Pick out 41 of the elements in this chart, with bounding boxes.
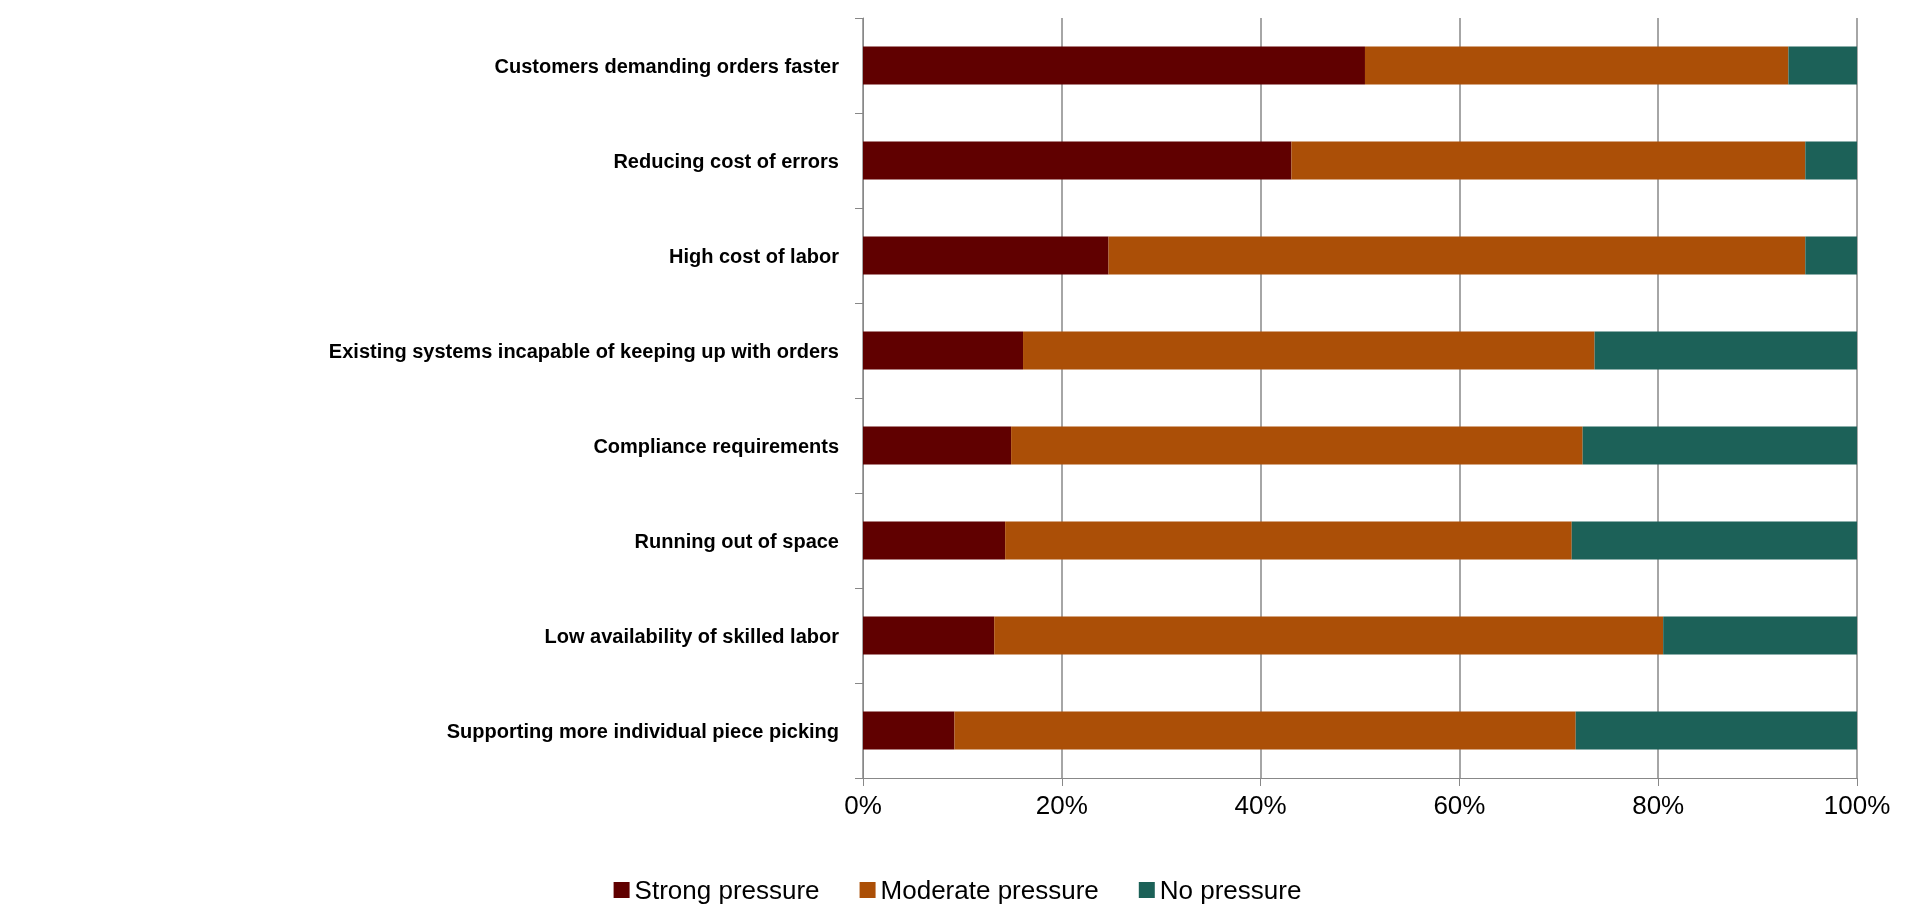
bar xyxy=(863,426,1012,465)
bar xyxy=(863,331,1024,370)
bar xyxy=(863,236,1109,275)
y-tick-label: Supporting more individual piece picking xyxy=(446,719,839,742)
legend-label: Moderate pressure xyxy=(880,875,1099,905)
x-tick-label: 0% xyxy=(844,790,882,820)
bar xyxy=(863,616,995,655)
legend-label: Strong pressure xyxy=(634,875,820,905)
y-tick-label: Compliance requirements xyxy=(593,434,839,457)
bar xyxy=(1005,521,1572,560)
bar xyxy=(994,616,1664,655)
x-tick-label: 100% xyxy=(1823,790,1891,820)
x-tick-label: 20% xyxy=(1035,790,1088,820)
bar xyxy=(863,521,1006,560)
bar xyxy=(1011,426,1583,465)
bar xyxy=(1571,521,1857,560)
bar xyxy=(863,46,1365,85)
x-tick-label: 80% xyxy=(1632,790,1685,820)
bar xyxy=(1108,236,1806,275)
bar xyxy=(1582,426,1857,465)
bar xyxy=(954,711,1576,750)
y-tick-label: Customers demanding orders faster xyxy=(494,54,840,77)
y-tick-label: High cost of labor xyxy=(669,244,840,267)
bar xyxy=(1291,141,1806,180)
bar xyxy=(1788,46,1857,85)
x-tick-label: 60% xyxy=(1433,790,1486,820)
y-tick-label: Existing systems incapable of keeping up with orders xyxy=(328,339,839,362)
bar xyxy=(1663,616,1857,655)
bar xyxy=(863,141,1292,180)
bar xyxy=(1364,46,1789,85)
legend-label: No pressure xyxy=(1159,875,1302,905)
y-tick-label: Low availability of skilled labor xyxy=(544,624,840,647)
bar xyxy=(1594,331,1857,370)
bar xyxy=(1805,236,1857,275)
bar xyxy=(1023,331,1595,370)
y-tick-label: Running out of space xyxy=(634,529,839,552)
bar xyxy=(863,711,955,750)
bar xyxy=(1805,141,1857,180)
x-tick-label: 40% xyxy=(1234,790,1287,820)
y-tick-label: Reducing cost of errors xyxy=(613,149,839,172)
bar xyxy=(1575,711,1857,750)
